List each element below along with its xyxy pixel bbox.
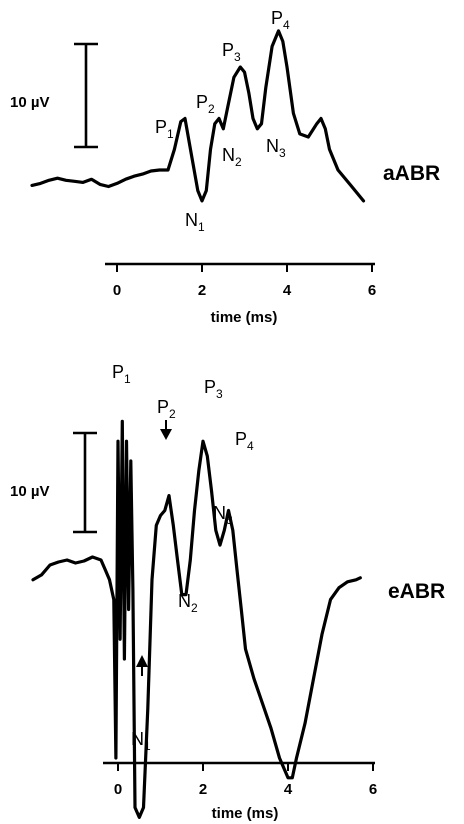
eabr-trace-label: eABR (388, 580, 445, 603)
eabr-panel: 10 µV eABR P1 N1 P2 N2 P3 N3 P4 0 2 4 (10, 362, 445, 822)
aabr-label-n2: N2 (222, 145, 242, 169)
aabr-panel: 10 µV aABR P1 N1 P2 N2 P3 N3 P4 0 2 4 6 … (10, 8, 440, 326)
aabr-label-p4: P4 (271, 8, 290, 32)
eabr-x-axis: 0 2 4 6 time (ms) (103, 761, 377, 822)
eabr-label-p3: P3 (204, 377, 223, 401)
aabr-label-p3: P3 (222, 40, 241, 64)
eabr-x-tick-label: 4 (284, 781, 293, 798)
aabr-scale-bar (74, 42, 98, 149)
aabr-label-n1: N1 (185, 210, 205, 234)
eabr-label-p1: P1 (112, 362, 131, 386)
aabr-x-axis-title: time (ms) (211, 309, 278, 326)
eabr-x-tick-label: 6 (369, 781, 377, 798)
aabr-x-tick-label: 0 (113, 282, 121, 299)
eabr-x-axis-title: time (ms) (212, 805, 279, 822)
aabr-x-axis: 0 2 4 6 time (ms) (105, 262, 376, 326)
aabr-x-tick-label: 6 (368, 282, 376, 299)
eabr-label-p2: P2 (157, 397, 176, 421)
eabr-p2-arrow (160, 420, 172, 440)
aabr-x-tick-label: 4 (283, 282, 292, 299)
eabr-n1-arrow (136, 655, 148, 676)
eabr-label-n1: N1 (131, 729, 151, 753)
eabr-x-tick-label: 0 (114, 781, 122, 798)
aabr-scale-label: 10 µV (10, 94, 50, 111)
eabr-scale-label: 10 µV (10, 483, 50, 500)
aabr-label-p1: P1 (155, 117, 174, 141)
eabr-scale-bar (73, 431, 97, 534)
aabr-label-n3: N3 (266, 136, 286, 160)
aabr-trace-label: aABR (383, 162, 440, 185)
aabr-waveform-line (30, 29, 366, 203)
aabr-x-tick-label: 2 (198, 282, 206, 299)
aabr-label-p2: P2 (196, 92, 215, 116)
eabr-waveform-line (31, 419, 362, 819)
eabr-x-tick-label: 2 (199, 781, 207, 798)
eabr-label-p4: P4 (235, 429, 254, 453)
eabr-label-n2: N2 (178, 591, 198, 615)
eabr-label-n3: N3 (213, 503, 233, 527)
